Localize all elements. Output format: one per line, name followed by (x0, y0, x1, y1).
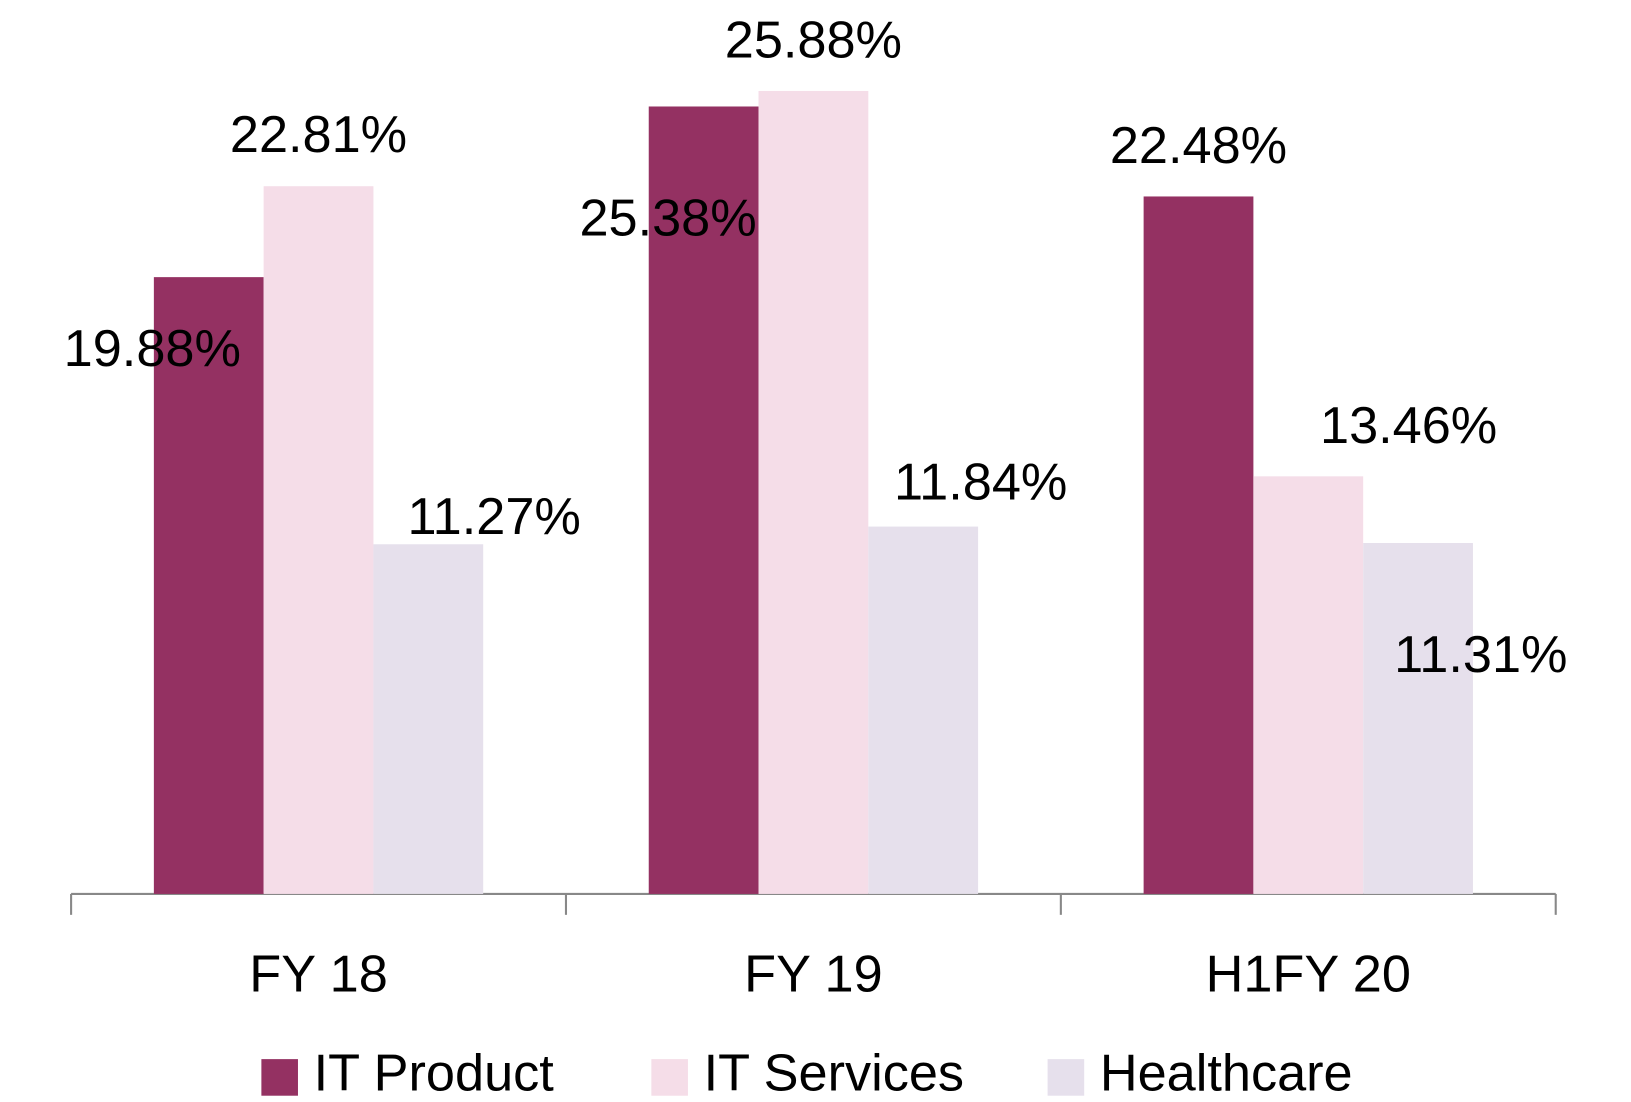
bar (153, 277, 264, 894)
data-label: 25.38% (579, 189, 756, 247)
bar (1363, 543, 1473, 894)
legend-swatch (1047, 1059, 1085, 1096)
x-tick-label: FY 18 (249, 945, 387, 1003)
data-label: 22.48% (1110, 117, 1287, 175)
legend-swatch (261, 1059, 298, 1096)
data-label: 22.81% (230, 106, 407, 164)
legend-swatch (651, 1059, 688, 1096)
bar (648, 106, 759, 894)
x-tick-label: H1FY 20 (1206, 945, 1411, 1003)
bar (758, 90, 869, 894)
data-label: 19.88% (64, 320, 241, 378)
data-label: 13.46% (1320, 397, 1497, 455)
data-label: 11.84% (894, 454, 1067, 512)
data-label: 11.27% (407, 488, 580, 546)
bar (1143, 196, 1254, 894)
bar (263, 186, 374, 894)
legend-label: Healthcare (1100, 1045, 1353, 1102)
x-tick-label: FY 19 (744, 945, 883, 1003)
bar (868, 526, 979, 894)
data-label: 11.31% (1394, 626, 1567, 684)
bar (373, 544, 484, 894)
legend-label: IT Services (704, 1045, 964, 1102)
legend-label: IT Product (314, 1045, 555, 1102)
bar (1253, 476, 1364, 894)
data-label: 25.88% (725, 12, 902, 70)
